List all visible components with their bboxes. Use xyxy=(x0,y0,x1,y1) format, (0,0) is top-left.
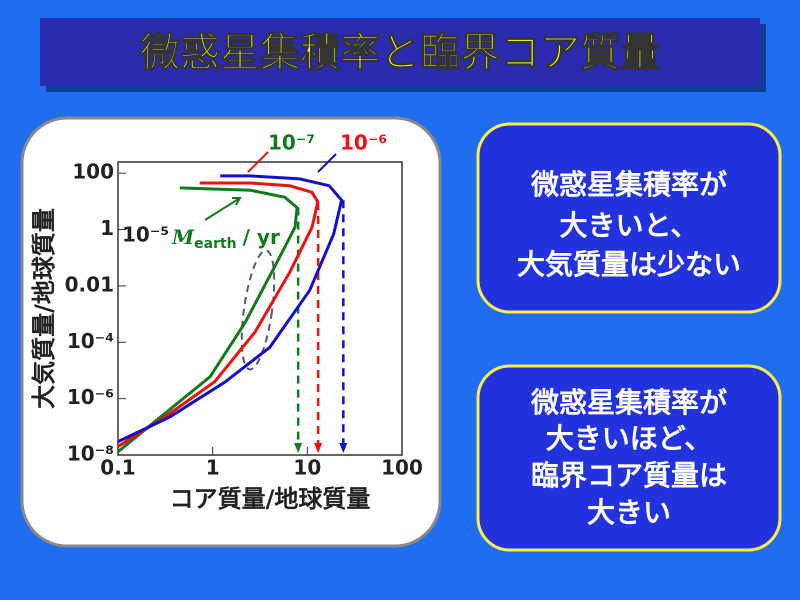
unit-subscript: earth xyxy=(194,236,237,252)
annot-arrow xyxy=(204,197,242,221)
y-tick-label: 0.01 xyxy=(65,272,114,296)
critical-mass-arrow xyxy=(294,443,303,453)
box-text: 臨界コア質量は xyxy=(531,459,727,492)
series-line xyxy=(117,186,299,453)
y-tick-label: 10⁻⁸ xyxy=(67,442,114,466)
box-text: 微惑星集積率が xyxy=(530,386,727,419)
x-tick-label: 100 xyxy=(381,456,423,480)
title-banner xyxy=(40,18,760,86)
x-tick-label: 1 xyxy=(206,456,220,480)
unit-rest: / yr xyxy=(243,225,280,249)
unit-symbol: M xyxy=(171,225,195,249)
title: 微惑星集積率と臨界コア質量 xyxy=(139,30,660,76)
x-tick-label: 0.1 xyxy=(100,456,135,480)
plot-frame xyxy=(117,161,403,456)
box-text: 大気質量は少ない xyxy=(517,248,741,281)
x-axis-label: コア質量/地球質量 xyxy=(170,485,371,513)
series-label: 10⁻⁷ xyxy=(268,131,315,155)
unit-label: Mearth / yr xyxy=(171,225,280,253)
series-line xyxy=(117,181,320,448)
series-line xyxy=(117,174,344,443)
annot-arrow xyxy=(247,151,269,173)
y-tick-label: 10⁻⁶ xyxy=(67,385,114,409)
critical-mass-arrow xyxy=(339,443,348,453)
box-text: 大きい xyxy=(587,496,671,529)
annot-arrow xyxy=(317,153,337,173)
box-2 xyxy=(476,364,782,552)
series-label: 10⁻⁵ xyxy=(122,223,169,247)
y-tick-label: 10⁻⁴ xyxy=(67,329,114,353)
y-tick-label: 100 xyxy=(72,160,114,184)
box-text: 大きいほど、 xyxy=(546,422,713,455)
critical-mass-arrow xyxy=(314,443,323,453)
box-1 xyxy=(476,122,782,314)
box-text: 微惑星集積率が xyxy=(530,168,727,201)
series-label: 10⁻⁶ xyxy=(340,131,387,155)
y-tick-label: 1 xyxy=(100,216,114,240)
highlight-ellipse xyxy=(240,249,276,371)
box-text: 大きいと、 xyxy=(560,209,699,242)
x-tick-label: 10 xyxy=(293,456,321,480)
y-axis-label: 大気質量/地球質量 xyxy=(30,208,58,409)
